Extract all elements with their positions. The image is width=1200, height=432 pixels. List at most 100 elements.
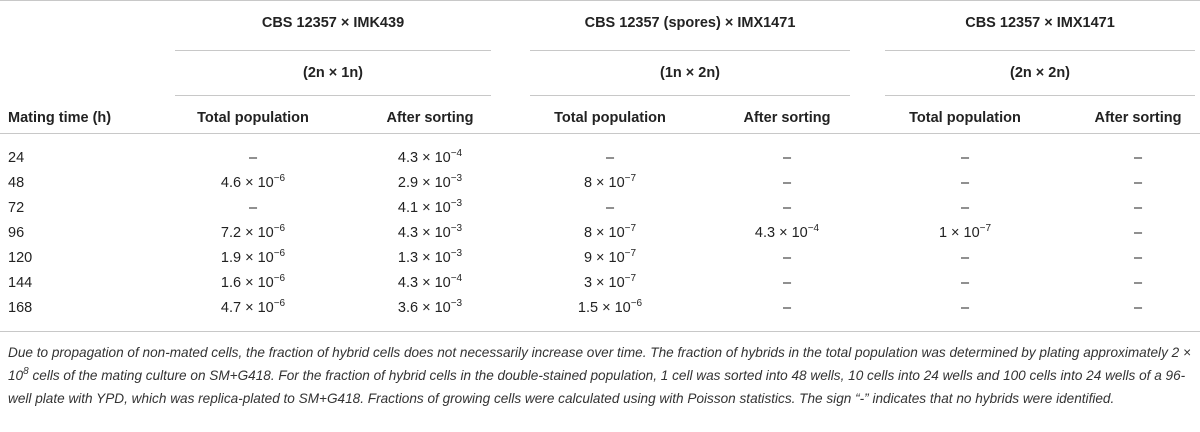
table-cell: 3 × 10−7 [583,273,637,292]
cell-base: 4.3 × 10 [754,225,808,241]
table-cell: 4.7 × 10−6 [220,298,286,317]
group-rule [885,50,1195,51]
group-rule [175,50,491,51]
table-cell: 4.3 × 10−3 [397,224,462,242]
cell-base: 2.9 × 10 [397,175,451,191]
cell-base: 1.9 × 10 [220,250,274,266]
footnote: Due to propagation of non-mated cells, t… [8,341,1196,410]
cell-base: 4.3 × 10 [397,225,451,241]
table-cell: 8 × 10−7 [583,223,637,242]
table-cell: – [605,200,615,216]
cell-exponent: −6 [273,223,286,234]
table-cell: – [960,300,970,316]
cell-base: 9 × 10 [583,250,625,266]
table-cell: 4.6 × 10−6 [220,173,286,192]
column-header: Total population [909,110,1021,126]
cell-base: 3 × 10 [583,275,625,291]
top-rule [0,0,1200,1]
cell-exponent: −7 [624,223,637,234]
group-title: CBS 12357 × IMX1471 [965,15,1115,31]
cell-base: 4.3 × 10 [397,150,451,166]
table-cell: – [1133,200,1143,216]
row-label: 96 [8,225,25,241]
table-cell: 4.3 × 10−4 [397,148,463,167]
table-cell: – [1133,175,1143,191]
footnote-text: cells of the mating culture on SM+G418. … [8,368,1186,406]
table-cell: – [960,275,970,291]
row-label: 168 [8,300,33,316]
group-rule [175,95,491,96]
cell-exponent: −6 [273,173,286,184]
cell-base: 1.3 × 10 [397,250,451,266]
cell-exponent: −6 [273,248,286,259]
row-label: 120 [8,250,33,266]
cell-exponent: −3 [450,298,463,309]
table-cell: 1 × 10−7 [938,223,992,242]
cell-exponent: −7 [624,273,637,284]
table-cell: – [960,200,970,216]
cell-base: 8 × 10 [583,225,625,241]
table-cell: 9 × 10−7 [583,249,636,267]
table-cell: – [1133,225,1143,241]
cell-base: 1 × 10 [938,225,980,241]
cell-exponent: −4 [807,223,820,234]
table-cell: 1.3 × 10−3 [397,249,462,267]
table-cell: 8 × 10−7 [583,173,637,192]
table-cell: – [1133,250,1143,266]
table-cell: – [605,150,615,166]
group-title: CBS 12357 (spores) × IMX1471 [584,15,796,31]
table-cell: – [248,200,258,216]
table-cell: – [1133,150,1143,166]
footnote-text: Due to propagation of non-mated cells, t… [8,345,1191,383]
table-cell: 7.2 × 10−6 [220,223,286,242]
cell-exponent: −6 [273,273,286,284]
table-cell: – [248,150,258,166]
table-cell: – [782,275,792,291]
table-cell: 1.6 × 10−6 [220,273,286,292]
column-header: After sorting [386,110,474,126]
cell-base: 3.6 × 10 [397,300,451,316]
cell-exponent: −7 [624,173,637,184]
table-cell: – [782,300,792,316]
cell-base: 8 × 10 [583,175,625,191]
table-cell: 1.9 × 10−6 [220,248,286,267]
column-header: After sorting [1094,110,1182,126]
cell-exponent: −4 [450,148,463,159]
table-cell: – [782,150,792,166]
bottom-rule [0,331,1200,332]
cell-base: 1.6 × 10 [220,275,274,291]
table-cell: – [782,200,792,216]
table-cell: 2.9 × 10−3 [397,173,463,192]
cell-base: 4.6 × 10 [220,175,274,191]
table-cell: – [1133,275,1143,291]
row-label: 24 [8,150,25,166]
table-cell: 1.5 × 10−6 [577,299,642,317]
cell-exponent: −3 [450,198,463,209]
table-cell: 4.3 × 10−4 [754,223,820,242]
table-cell: 4.1 × 10−3 [397,198,463,217]
cell-exponent: −6 [273,298,286,309]
row-label: 72 [8,200,25,216]
cell-exponent: −3 [450,173,463,184]
cell-exponent: −7 [979,223,992,234]
row-label: 144 [8,275,33,291]
cell-base: 4.1 × 10 [397,200,451,216]
cell-base: 4.7 × 10 [220,300,274,316]
group-ploidy: (2n × 1n) [302,65,364,81]
table-cell: – [782,175,792,191]
column-header: After sorting [743,110,831,126]
table-cell: – [960,175,970,191]
header-rule [0,133,1200,134]
table-cell: – [1133,300,1143,316]
column-header: Mating time (h) [8,110,112,126]
group-ploidy: (2n × 2n) [1009,65,1071,81]
cell-base: 7.2 × 10 [220,225,274,241]
table-cell: – [960,150,970,166]
table-cell: 3.6 × 10−3 [397,298,463,317]
footnote-sup: 8 [23,366,29,377]
column-header: Total population [554,110,666,126]
table-cell: – [782,250,792,266]
table-cell: 4.3 × 10−4 [398,274,462,292]
cell-base: 1.5 × 10 [577,300,631,316]
